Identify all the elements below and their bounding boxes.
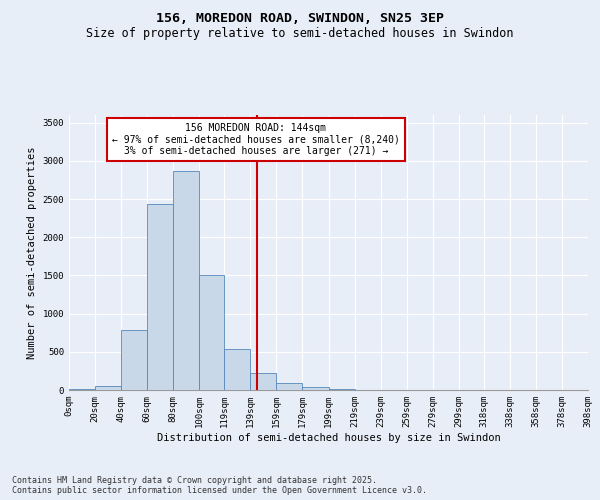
Bar — [69, 389, 95, 390]
Text: Contains HM Land Registry data © Crown copyright and database right 2025.
Contai: Contains HM Land Registry data © Crown c… — [12, 476, 427, 495]
Bar — [250, 373, 277, 390]
Bar — [147, 204, 173, 390]
Text: 156 MOREDON ROAD: 144sqm
← 97% of semi-detached houses are smaller (8,240)
3% of: 156 MOREDON ROAD: 144sqm ← 97% of semi-d… — [112, 123, 400, 156]
Y-axis label: Number of semi-detached properties: Number of semi-detached properties — [27, 146, 37, 359]
X-axis label: Distribution of semi-detached houses by size in Swindon: Distribution of semi-detached houses by … — [157, 432, 500, 442]
Bar — [173, 171, 199, 390]
Text: Size of property relative to semi-detached houses in Swindon: Size of property relative to semi-detach… — [86, 28, 514, 40]
Text: 156, MOREDON ROAD, SWINDON, SN25 3EP: 156, MOREDON ROAD, SWINDON, SN25 3EP — [156, 12, 444, 26]
Bar — [224, 349, 250, 390]
Bar — [199, 274, 224, 390]
Bar — [277, 383, 302, 390]
Bar — [95, 386, 121, 390]
Bar — [329, 389, 355, 390]
Bar — [121, 330, 147, 390]
Bar — [302, 388, 329, 390]
